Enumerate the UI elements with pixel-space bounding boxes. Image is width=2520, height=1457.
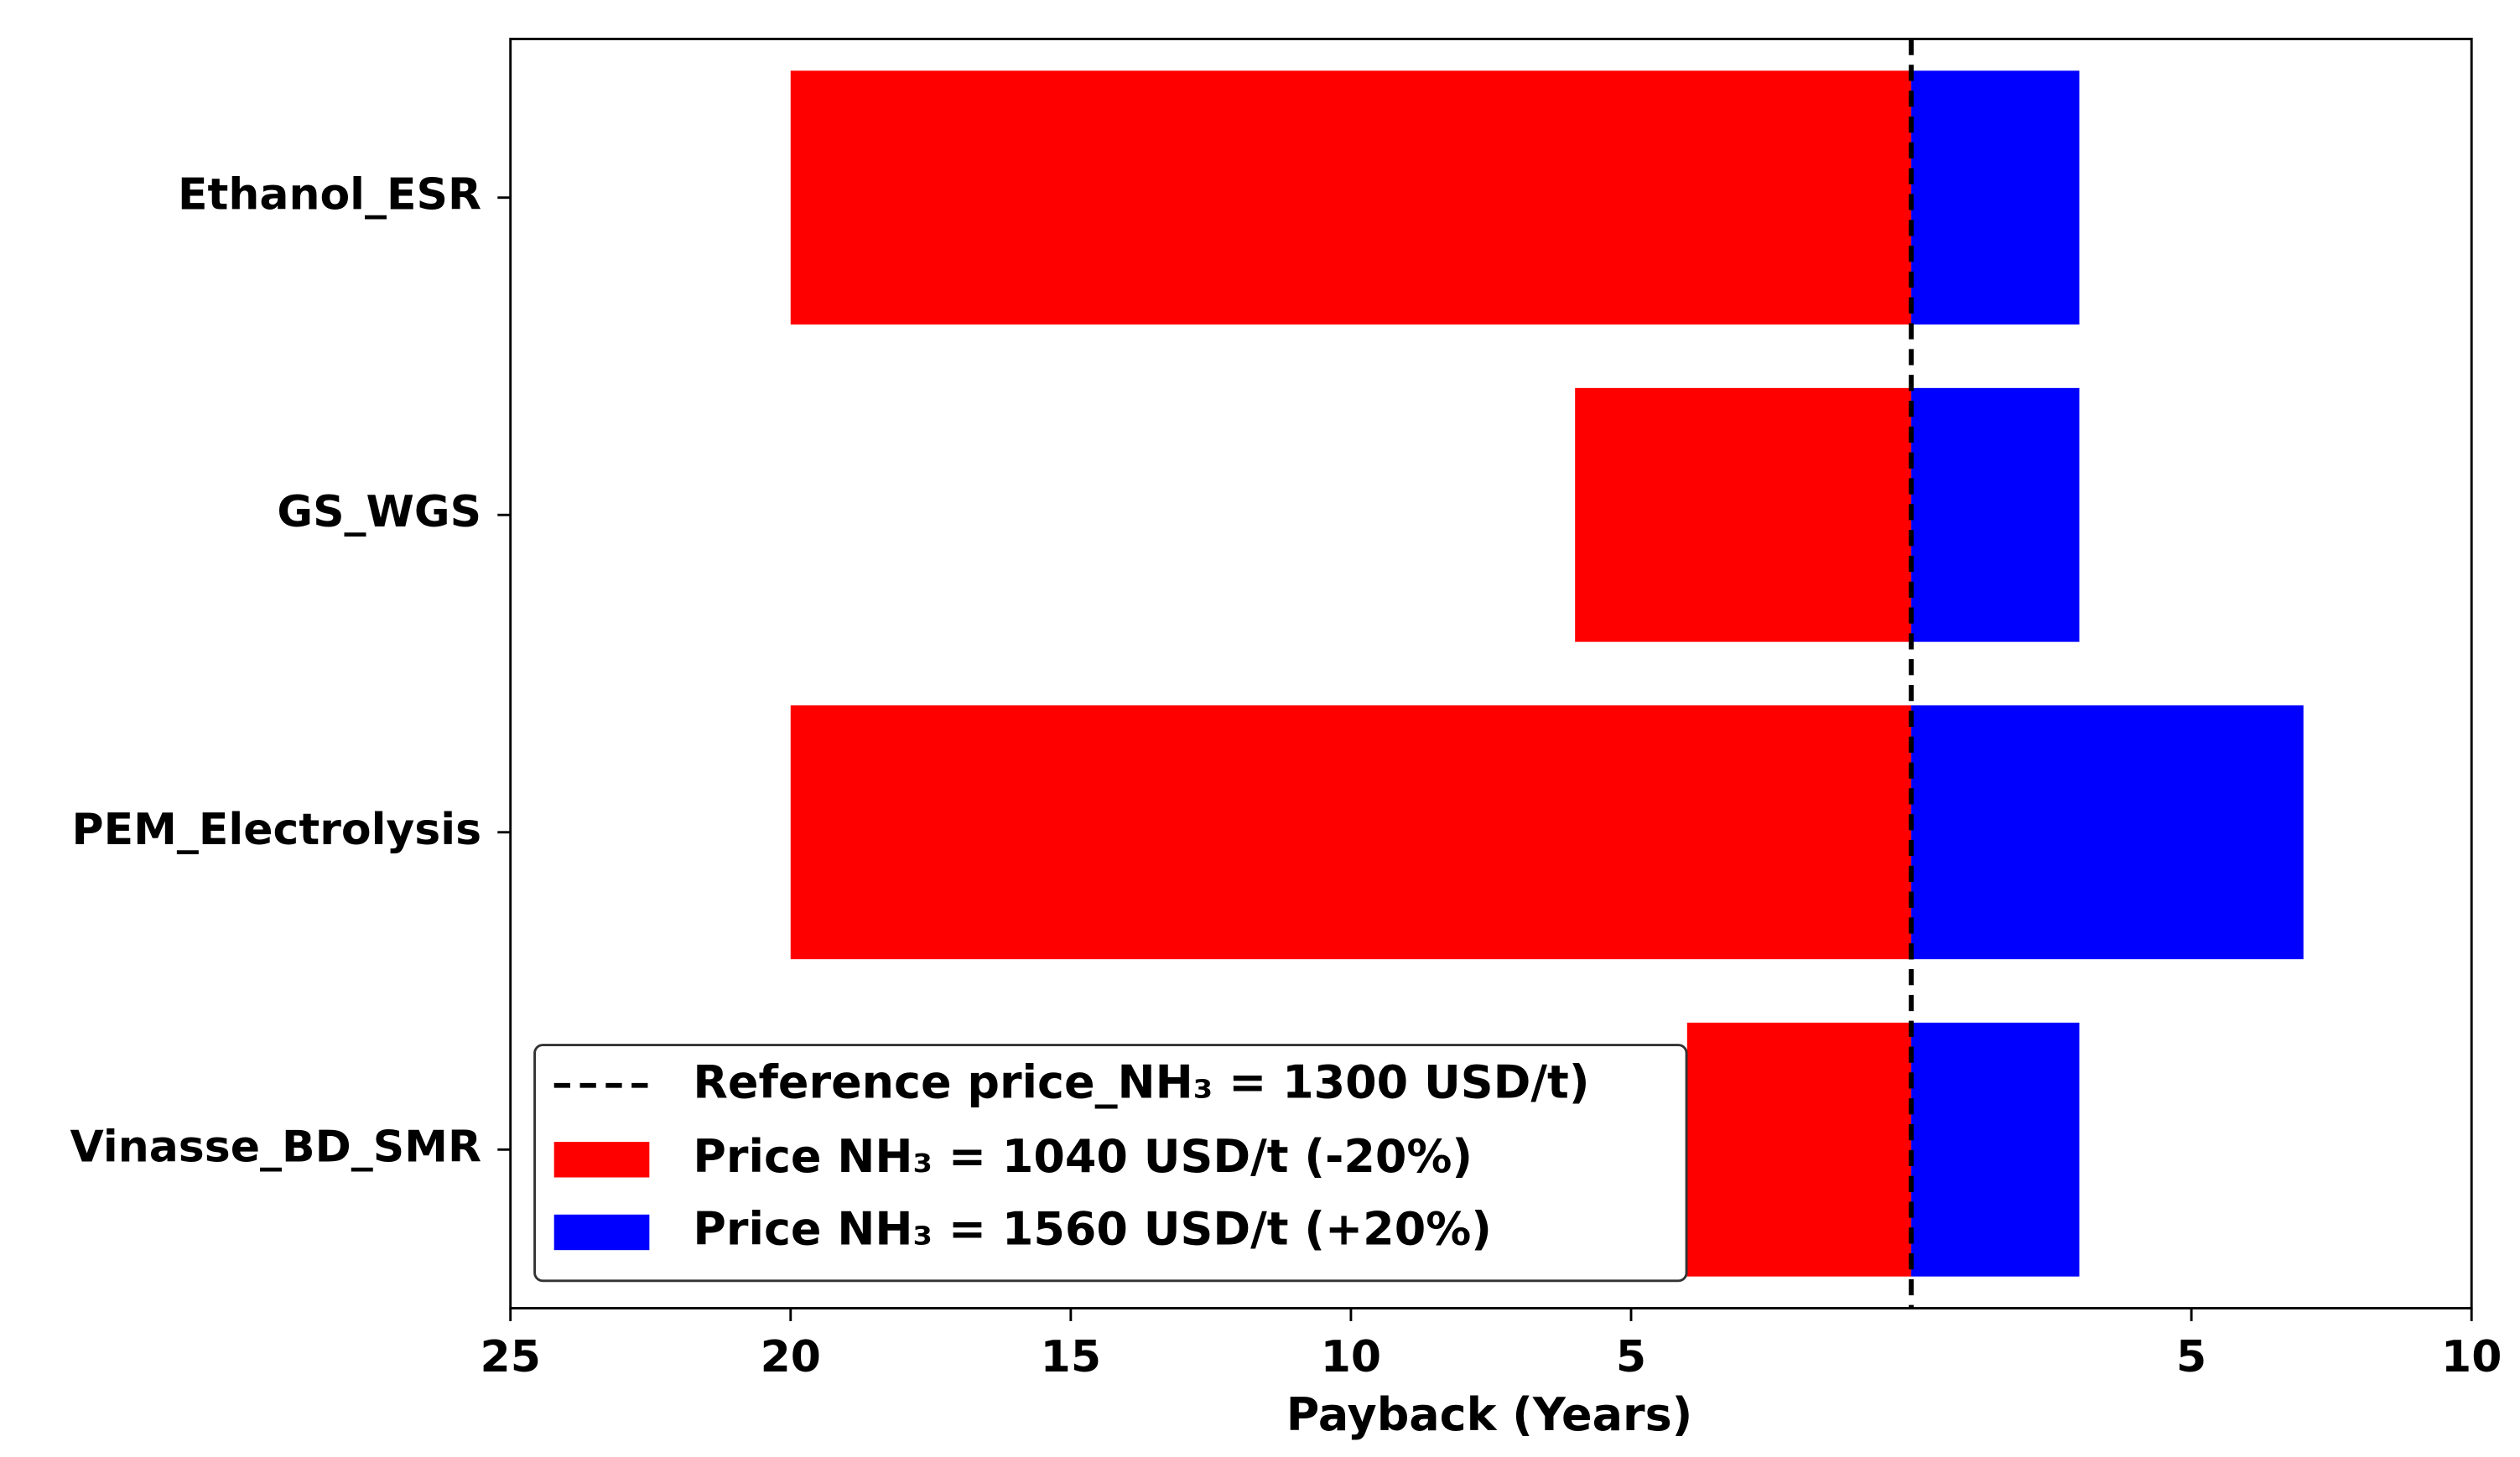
bar: [1911, 1022, 2080, 1277]
x-axis-label: Payback (Years): [1286, 1388, 1693, 1441]
legend-swatch: [553, 1214, 650, 1251]
bar: [1686, 1022, 1912, 1277]
x-tick-label: 15: [1041, 1332, 1101, 1382]
y-tick-label: GS_WGS: [277, 487, 481, 537]
bar: [1911, 387, 2080, 642]
bar: [790, 705, 1912, 960]
y-tick-label: Vinasse_BD_SMR: [70, 1122, 481, 1172]
x-tick-label: 10: [2441, 1332, 2502, 1382]
x-tick-label: 20: [761, 1332, 821, 1382]
y-tick-label: PEM_Electrolysis: [72, 805, 482, 855]
bar: [790, 70, 1912, 325]
x-tick-label: 25: [481, 1332, 541, 1382]
x-tick-label: 5: [2176, 1332, 2206, 1382]
legend-box: [533, 1044, 1688, 1283]
legend-label: Price NH₃ = 1040 USD/t (-20%): [693, 1130, 1473, 1183]
bar: [1911, 70, 2080, 325]
x-tick-label: 10: [1321, 1332, 1381, 1382]
legend-label: Price NH₃ = 1560 USD/t (+20%): [693, 1203, 1492, 1256]
y-tick-label: Ethanol_ESR: [178, 170, 481, 220]
legend-swatch: [553, 1142, 650, 1178]
legend-label: Reference price_NH₃ = 1300 USD/t): [693, 1055, 1589, 1108]
x-tick-label: 5: [1616, 1332, 1646, 1382]
legend: Reference price_NH₃ = 1300 USD/t) Price N…: [533, 1044, 1688, 1283]
bar: [1575, 387, 1912, 642]
bar: [1911, 705, 2304, 960]
plot-frame: [509, 38, 2473, 1309]
